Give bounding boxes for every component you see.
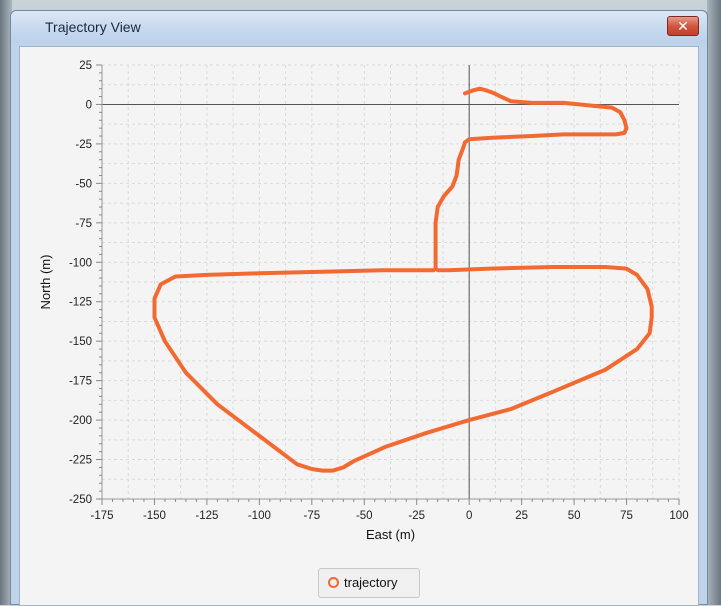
x-tick-label: -125 bbox=[195, 510, 218, 522]
chart-legend[interactable]: trajectory bbox=[318, 568, 420, 598]
x-tick-label: -150 bbox=[143, 510, 166, 522]
close-button[interactable]: ✕ bbox=[667, 16, 699, 36]
y-tick-label: -25 bbox=[75, 139, 92, 151]
title-bar[interactable]: Trajectory View ✕ bbox=[11, 11, 707, 44]
chart-area: -175 -150 -125 -100 -75 -50 -25 0 25 50 75 100 25 0 -2… bbox=[19, 46, 699, 606]
y-tick-label: 25 bbox=[79, 60, 92, 72]
axes-layer: -175 -150 -125 -100 -75 -50 -25 0 25 50 75 100250-2… bbox=[69, 60, 689, 522]
trajectory-chart: -175 -150 -125 -100 -75 -50 -25 0 25 50 75 100250-2… bbox=[38, 60, 689, 542]
y-tick-label: -175 bbox=[69, 376, 92, 388]
y-tick-label: -50 bbox=[75, 178, 92, 190]
legend-circle-icon bbox=[328, 577, 339, 588]
desktop-background-right bbox=[707, 0, 721, 605]
y-tick-label: -125 bbox=[69, 297, 92, 309]
y-tick-label: -225 bbox=[69, 455, 92, 467]
window-title: Trajectory View bbox=[45, 19, 141, 35]
x-tick-label: -100 bbox=[248, 510, 271, 522]
x-tick-label: 50 bbox=[568, 510, 581, 522]
trajectory-series-line bbox=[152, 86, 654, 473]
plot-layer bbox=[152, 86, 654, 473]
x-tick-label: -25 bbox=[408, 510, 425, 522]
y-tick-label: 0 bbox=[86, 99, 92, 111]
grid-layer bbox=[101, 64, 680, 500]
trajectory-view-window: Trajectory View ✕ -175 -150 -125 -100 -75 -50… bbox=[10, 10, 708, 606]
x-tick-label: -175 bbox=[90, 510, 113, 522]
x-tick-label: 100 bbox=[669, 510, 688, 522]
y-axis-label: North (m) bbox=[38, 255, 53, 310]
y-tick-label: -150 bbox=[69, 336, 92, 348]
x-tick-label: 75 bbox=[620, 510, 633, 522]
y-tick-label: -200 bbox=[69, 415, 92, 427]
y-tick-label: -250 bbox=[69, 494, 92, 506]
y-tick-label: -75 bbox=[75, 218, 92, 230]
x-tick-label: 25 bbox=[515, 510, 528, 522]
x-axis-label: East (m) bbox=[366, 527, 415, 542]
y-tick-label: -100 bbox=[69, 257, 92, 269]
x-tick-label: -50 bbox=[356, 510, 373, 522]
x-tick-label: -75 bbox=[304, 510, 321, 522]
desktop-background-left bbox=[0, 0, 12, 605]
legend-label: trajectory bbox=[344, 575, 398, 590]
x-tick-label: 0 bbox=[466, 510, 472, 522]
